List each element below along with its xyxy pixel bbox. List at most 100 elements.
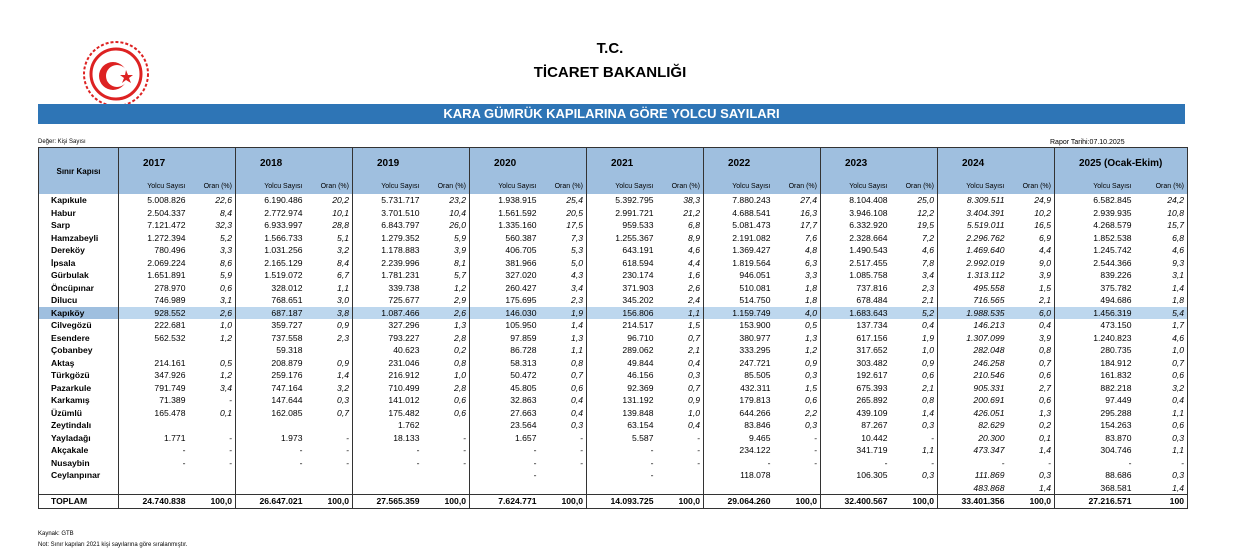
table-row: Sarp 7.121.472 32,3 6.933.997 28,8 6.843.797 2…: [39, 219, 1188, 232]
table-row: Habur 2.504.337 8,4 2.772.974 10,1 3.701.510 1…: [39, 206, 1188, 219]
cell: 40.623: [352, 344, 423, 357]
cell: 1,4: [1172, 482, 1185, 493]
year-header: 2022: [703, 147, 821, 178]
cell: 644.266: [703, 406, 774, 419]
row-label: Cilvegözü: [51, 320, 92, 331]
cell: 2.991.721: [586, 206, 657, 219]
cell: 32.863: [469, 394, 540, 407]
cell: 514.750: [703, 294, 774, 307]
cell: 341.719: [820, 444, 891, 457]
cell: 562.532: [118, 331, 189, 344]
cell: 3,8: [305, 306, 353, 319]
row-label: Türkgözü: [51, 370, 90, 381]
cell: 1,1: [337, 282, 349, 293]
cell: 2.517.455: [820, 256, 891, 269]
cell: 0,7: [688, 332, 700, 343]
cell: 7.880.243: [703, 194, 774, 207]
subheader: Oran (%): [305, 178, 353, 194]
cell: 6,7: [337, 270, 349, 281]
cell: 746.989: [118, 294, 189, 307]
cell: -: [229, 457, 232, 468]
cell: 7,3: [571, 232, 583, 243]
cell: 327.020: [469, 269, 540, 282]
cell: -: [586, 469, 657, 482]
cell: 8,4: [337, 257, 349, 268]
cell: 347.926: [118, 369, 189, 382]
cell: 1.771: [118, 431, 189, 444]
cell: 0,3: [1039, 470, 1051, 481]
cell: 9.465: [703, 431, 774, 444]
cell: 905.331: [937, 381, 1008, 394]
cell: [118, 469, 189, 482]
cell: 63.154: [586, 419, 657, 432]
cell: 1.159.749: [703, 306, 774, 319]
cell: 2,9: [454, 295, 466, 306]
cell: 3,4: [571, 282, 583, 293]
subheader: Yolcu Sayısı: [586, 178, 657, 194]
row-label: Çobanbey: [51, 345, 93, 356]
subheader: Yolcu Sayısı: [820, 178, 891, 194]
cell: 368.581: [1054, 481, 1135, 495]
cell: 5,9: [454, 232, 466, 243]
cell: 216.912: [352, 369, 423, 382]
cell: 0,6: [922, 370, 934, 381]
cell: 0,1: [220, 407, 232, 418]
cell: 1.852.538: [1054, 231, 1135, 244]
cell: 100: [1134, 494, 1188, 509]
cell: 17,5: [566, 220, 583, 231]
cell: 0,6: [1172, 420, 1185, 431]
cell: 3.946.108: [820, 206, 891, 219]
cell: 156.806: [586, 306, 657, 319]
cell: 259.176: [235, 369, 306, 382]
row-label: Sarp: [51, 220, 71, 231]
cell: -: [937, 456, 1008, 469]
cell: 7,2: [922, 232, 934, 243]
banner: KARA GÜMRÜK KAPILARINA GÖRE YOLCU SAYILA…: [38, 104, 1185, 124]
cell: -: [1048, 457, 1051, 468]
cell: -: [118, 456, 189, 469]
cell: 0,4: [688, 357, 700, 368]
cell: -: [586, 444, 657, 457]
cell: 6.190.486: [235, 194, 306, 207]
cell: 16,3: [800, 207, 817, 218]
cell: [657, 469, 704, 482]
cell: -: [697, 457, 700, 468]
cell: 6.843.797: [352, 219, 423, 232]
cell: -: [814, 445, 817, 456]
cell: 27.565.359: [352, 494, 423, 509]
cell: 2,7: [1039, 382, 1051, 393]
cell: 780.496: [118, 244, 189, 257]
cell: 2.165.129: [235, 256, 306, 269]
row-label: Esendere: [51, 332, 90, 343]
cell: 22,6: [215, 195, 232, 206]
cell: 4.688.541: [703, 206, 774, 219]
cell: 1,3: [805, 332, 817, 343]
cell: 439.109: [820, 406, 891, 419]
cell: -: [235, 444, 306, 457]
row-label: İpsala: [51, 257, 76, 268]
cell: 14.093.725: [586, 494, 657, 509]
table-row: Kapıköy 928.552 2,6 687.187 3,8 1.087.466 2,6 1…: [38, 306, 1188, 319]
cell: 1.335.160: [469, 219, 540, 232]
cell: 1,0: [922, 345, 934, 356]
cell: [423, 469, 470, 482]
cell: 3,9: [1039, 332, 1051, 343]
cell: 9,0: [1039, 257, 1051, 268]
cell: 3,3: [805, 270, 817, 281]
cell: 208.879: [235, 356, 306, 369]
cell: [891, 482, 938, 495]
cell: 23.564: [469, 419, 540, 432]
cell: 618.594: [586, 256, 657, 269]
subheader: Yolcu Sayısı: [1054, 178, 1135, 194]
cell: [306, 482, 353, 495]
cell: 2.544.366: [1054, 256, 1135, 269]
cell: 32,3: [215, 220, 232, 231]
cell: -: [229, 445, 232, 456]
cell: 768.651: [235, 294, 306, 307]
cell: 246.258: [937, 356, 1008, 369]
cell: 2.328.664: [820, 231, 891, 244]
cell: -: [463, 457, 466, 468]
cell: 6.933.997: [235, 219, 306, 232]
cell: 2,6: [188, 306, 236, 319]
cell: 327.296: [352, 319, 423, 332]
